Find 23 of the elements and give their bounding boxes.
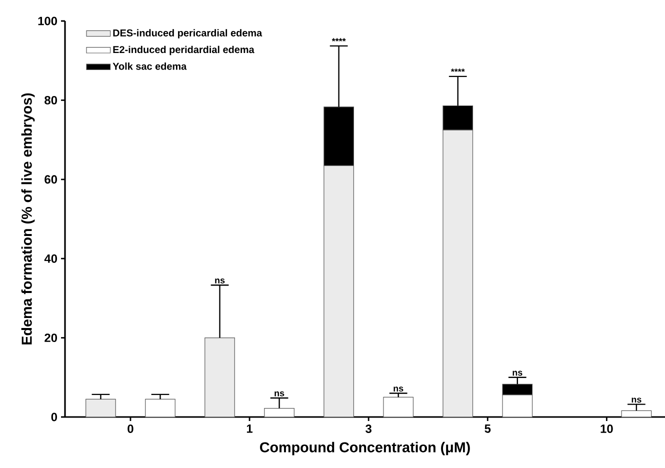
legend-label: DES-induced pericardial edema — [113, 29, 262, 38]
legend-label: Yolk sac edema — [112, 62, 187, 70]
y-tick-label: 40 — [44, 254, 57, 263]
y-tick-label: 100 — [38, 16, 57, 26]
legend-label: E2-induced peridardial edema — [113, 46, 254, 56]
y-tick-label: 0 — [51, 412, 57, 422]
x-tick-label: 0 — [128, 424, 134, 433]
x-axis-title: Compound Concentration (μM) — [260, 442, 470, 456]
x-tick-label: 10 — [600, 424, 613, 433]
annotation: **** — [332, 38, 346, 42]
data-label: ns — [632, 398, 642, 403]
annotation: ns — [215, 278, 225, 284]
annotation: **** — [450, 68, 465, 72]
data-label: ns — [512, 370, 522, 376]
data-label: ns — [394, 386, 404, 392]
x-tick-label: 3 — [366, 424, 372, 433]
y-axis-title: Edema formation (% of live embryos) — [21, 93, 35, 344]
y-tick-label: 80 — [44, 96, 57, 104]
data-label: ns — [274, 391, 284, 396]
y-tick-label: 60 — [44, 175, 57, 184]
x-tick-label: 5 — [484, 424, 491, 433]
x-tick-label: 1 — [246, 424, 253, 433]
y-tick-label: 20 — [44, 334, 57, 342]
